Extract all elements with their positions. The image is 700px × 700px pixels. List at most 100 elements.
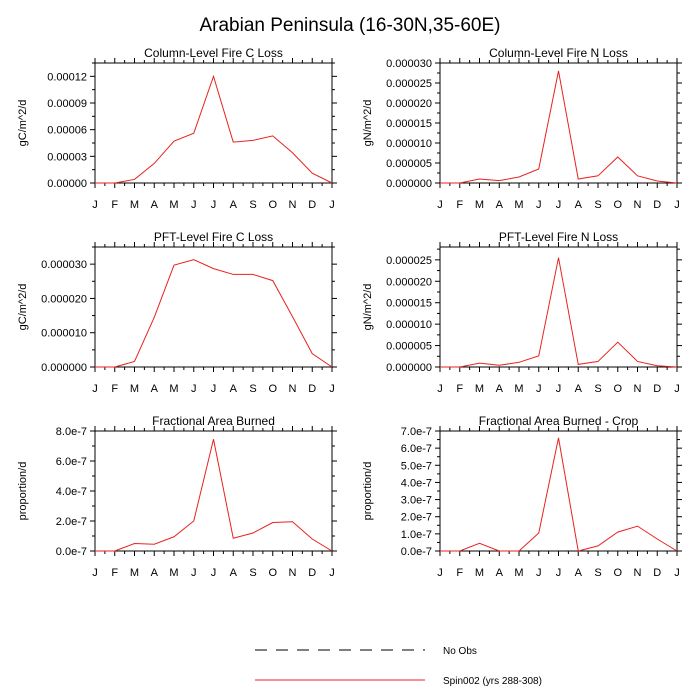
x-tick-label: J [556, 383, 562, 395]
y-tick-label: 0.000005 [386, 341, 432, 353]
x-tick-label: O [268, 383, 277, 395]
x-tick-label: J [191, 199, 197, 211]
x-tick-label: J [674, 567, 680, 579]
x-tick-label: N [289, 199, 297, 211]
x-tick-label: A [230, 199, 238, 211]
x-tick-label: J [556, 199, 562, 211]
series-line-spin002 [440, 437, 678, 552]
legend: No Obs Spin002 (yrs 288-308) [255, 646, 542, 687]
y-tick-label: 7.0e-7 [401, 426, 432, 438]
y-tick-label: 0.000000 [386, 178, 432, 190]
plot-frame [439, 246, 678, 368]
x-tick-label: A [151, 567, 159, 579]
panel-title: Column-Level Fire N Loss [489, 46, 628, 60]
x-tick-label: M [514, 383, 523, 395]
y-axis-label: gN/m^2/d [362, 284, 374, 331]
plot-frame [94, 246, 333, 368]
y-tick-label: 2.0e-7 [56, 516, 87, 528]
series-line-spin002 [440, 257, 678, 368]
y-tick-label: 0.000010 [386, 319, 432, 331]
x-tick-label: J [211, 383, 217, 395]
y-tick-label: 5.0e-7 [401, 460, 432, 472]
panel-title: PFT-Level Fire C Loss [154, 230, 273, 244]
x-tick-label: M [475, 199, 484, 211]
x-tick-label: J [211, 567, 217, 579]
x-tick-label: J [536, 383, 542, 395]
y-tick-label: 0.000015 [386, 118, 432, 130]
y-axis-label: gC/m^2/d [17, 100, 29, 147]
x-tick-label: A [575, 383, 583, 395]
x-tick-label: M [130, 567, 139, 579]
y-axis-label: proportion/d [362, 462, 374, 521]
x-tick-label: F [111, 199, 118, 211]
y-tick-label: 0.0e-7 [56, 546, 87, 558]
y-axis-label: gC/m^2/d [17, 284, 29, 331]
plot-frame [94, 430, 333, 552]
y-tick-label: 3.0e-7 [401, 495, 432, 507]
x-tick-label: A [151, 383, 159, 395]
x-tick-label: J [536, 567, 542, 579]
x-tick-label: O [268, 567, 277, 579]
y-tick-label: 0.000025 [386, 255, 432, 267]
x-tick-label: A [230, 383, 238, 395]
y-tick-label: 0.00003 [47, 151, 87, 163]
panel-title: Column-Level Fire C Loss [144, 46, 283, 60]
x-tick-label: J [536, 199, 542, 211]
y-tick-label: 8.0e-7 [56, 426, 87, 438]
x-tick-label: M [130, 199, 139, 211]
x-tick-label: A [575, 567, 583, 579]
panel-title: Fractional Area Burned [152, 414, 275, 428]
x-tick-label: J [92, 199, 98, 211]
x-tick-label: S [249, 199, 256, 211]
y-tick-label: 0.00012 [47, 71, 87, 83]
x-tick-label: J [329, 383, 335, 395]
panel-6: Fractional Area Burned - Crop proportion/… [362, 414, 682, 579]
x-tick-label: A [230, 567, 238, 579]
x-tick-label: F [111, 383, 118, 395]
x-tick-label: J [437, 383, 443, 395]
x-tick-label: M [169, 199, 178, 211]
x-tick-label: J [329, 199, 335, 211]
x-tick-label: N [634, 199, 642, 211]
x-tick-label: S [249, 567, 256, 579]
x-tick-label: J [191, 383, 197, 395]
x-tick-label: S [249, 383, 256, 395]
y-tick-label: 0.000020 [41, 293, 87, 305]
y-tick-label: 0.000000 [41, 362, 87, 374]
x-tick-label: A [496, 383, 504, 395]
y-tick-label: 2.0e-7 [401, 512, 432, 524]
y-tick-label: 0.00006 [47, 125, 87, 137]
y-tick-label: 1.0e-7 [401, 529, 432, 541]
x-tick-label: J [437, 199, 443, 211]
x-tick-label: M [169, 383, 178, 395]
x-tick-label: O [268, 199, 277, 211]
y-tick-label: 0.000010 [386, 138, 432, 150]
y-tick-label: 0.000030 [41, 259, 87, 271]
y-tick-label: 0.00009 [47, 98, 87, 110]
y-tick-label: 0.000030 [386, 58, 432, 70]
x-tick-label: F [111, 567, 118, 579]
x-tick-label: D [308, 199, 316, 211]
x-tick-label: N [634, 567, 642, 579]
x-tick-label: M [514, 199, 523, 211]
x-tick-label: O [613, 383, 622, 395]
panel-title: PFT-Level Fire N Loss [499, 230, 618, 244]
x-tick-label: J [92, 383, 98, 395]
x-tick-label: J [191, 567, 197, 579]
y-tick-label: 0.000020 [386, 98, 432, 110]
series-line-spin002 [95, 259, 333, 368]
series-line-spin002 [95, 74, 333, 184]
x-tick-label: M [475, 567, 484, 579]
x-tick-label: M [475, 383, 484, 395]
x-tick-label: J [437, 567, 443, 579]
x-tick-label: O [613, 567, 622, 579]
x-tick-label: M [130, 383, 139, 395]
x-tick-label: A [151, 199, 159, 211]
x-tick-label: O [613, 199, 622, 211]
y-tick-label: 0.0e-7 [401, 546, 432, 558]
x-tick-label: A [575, 199, 583, 211]
